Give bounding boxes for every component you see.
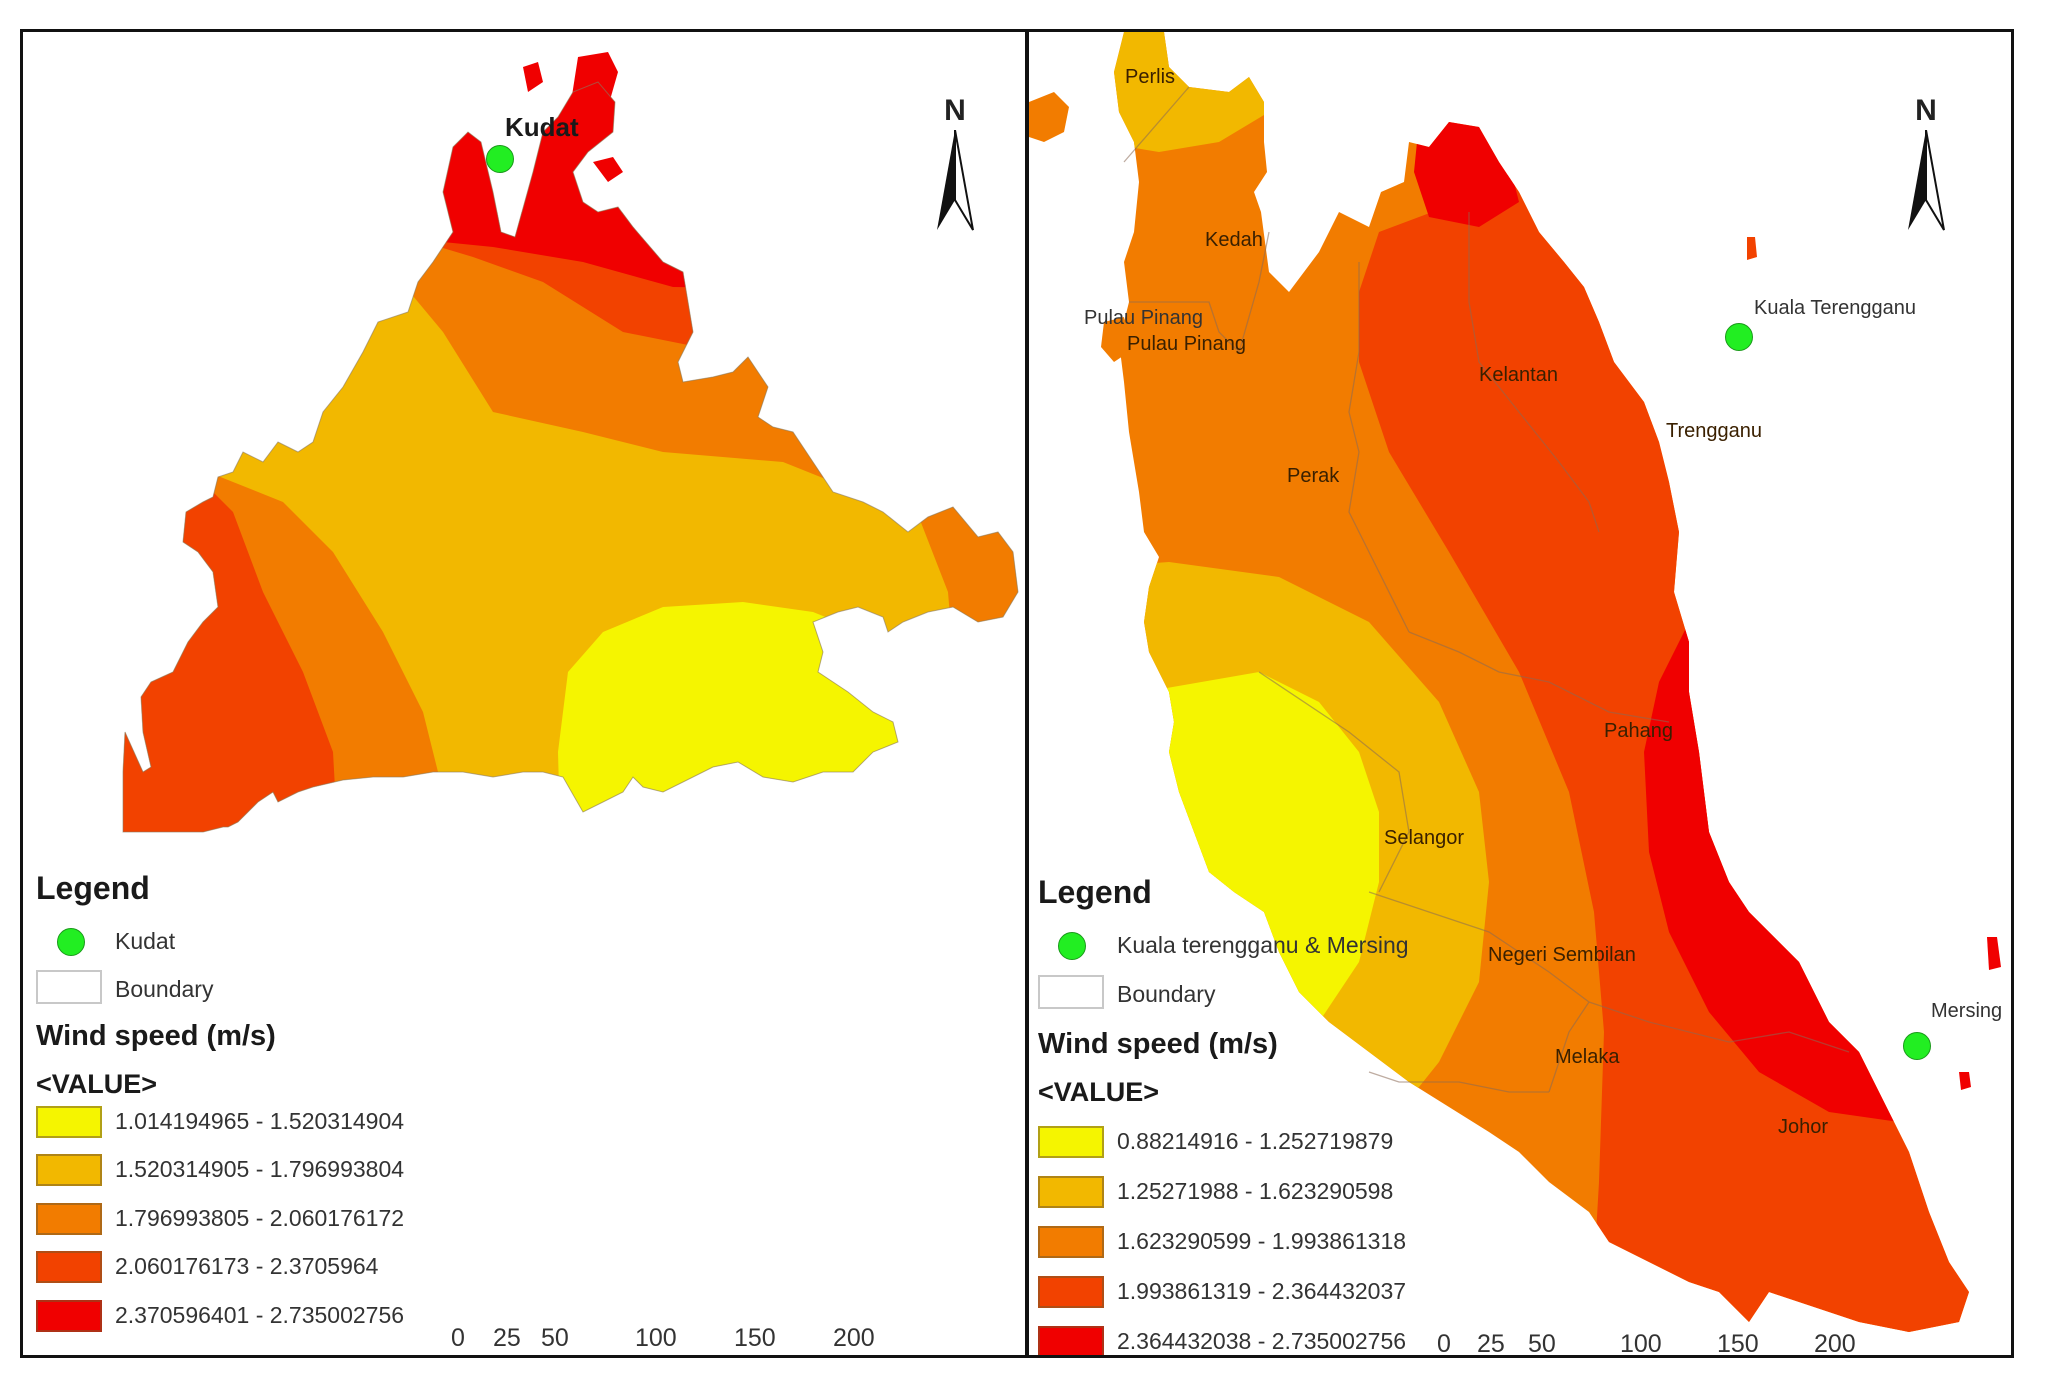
north-label: N: [1915, 94, 1937, 127]
station-label-mersing: Mersing: [1931, 1000, 2003, 1022]
station-marker-kuala-terengganu[interactable]: [1725, 323, 1753, 351]
scale-tick-100: 100: [635, 1324, 677, 1352]
legend-title: Legend: [1038, 874, 1152, 910]
legend-range-class4: 2.060176173 - 2.3705964: [115, 1253, 379, 1279]
legend-swatch-class3: [1038, 1226, 1104, 1258]
legend-swatch-class5: [36, 1300, 102, 1332]
north-arrow: N: [935, 94, 975, 234]
island-banggi: [571, 52, 618, 117]
island-small: [523, 62, 543, 92]
legend-range-class1: 1.014194965 - 1.520314904: [115, 1108, 405, 1134]
state-label-johor: Johor: [1778, 1116, 1829, 1138]
state-label-negeri-sembilan: Negeri Sembilan: [1488, 944, 1636, 966]
legend-swatch-class4: [1038, 1276, 1104, 1308]
zone-class5-north: [1414, 122, 1519, 227]
legend-field-title: Wind speed (m/s): [36, 1020, 276, 1052]
legend-range-class3: 1.796993805 - 2.060176172: [115, 1205, 405, 1231]
legend-value-header: <VALUE>: [36, 1069, 158, 1099]
legend-boundary-label: Boundary: [1117, 981, 1216, 1007]
left-map-panel: Kudat N Legend Kudat Boundary Wind speed…: [23, 32, 1025, 1355]
scale-tick-0: 0: [1437, 1330, 1451, 1355]
scale-tick-25: 25: [1477, 1330, 1505, 1355]
scale-tick-200: 200: [833, 1324, 875, 1352]
legend-swatch-class4: [36, 1251, 102, 1283]
legend-title: Legend: [36, 870, 150, 906]
legend-swatch-class5: [1038, 1326, 1104, 1355]
legend-boundary-label: Boundary: [115, 976, 214, 1002]
scale-tick-50: 50: [1528, 1330, 1556, 1355]
state-label-kedah: Kedah: [1205, 229, 1263, 251]
sabah-wind-map: [122, 52, 1019, 833]
scale-tick-150: 150: [1717, 1330, 1759, 1355]
station-marker-mersing[interactable]: [1903, 1032, 1931, 1060]
state-label-kelantan: Kelantan: [1479, 364, 1558, 386]
state-label-selangor: Selangor: [1384, 827, 1465, 849]
legend-swatch-class2: [1038, 1176, 1104, 1208]
right-map-panel: Perlis Kedah Pulau Pinang Pulau Pinang K…: [1029, 32, 2011, 1355]
legend-range-class2: 1.25271988 - 1.623290598: [1117, 1178, 1394, 1204]
scale-tick-200: 200: [1814, 1330, 1856, 1355]
scale-tick-25: 25: [493, 1324, 521, 1352]
island-small-2: [593, 157, 623, 182]
north-arrow-icon: [937, 130, 974, 231]
legend-boundary-swatch: [36, 970, 102, 1004]
legend-range-class4: 1.993861319 - 2.364432037: [1117, 1278, 1407, 1304]
island-langkawi: [1029, 92, 1069, 142]
sabah-coastline: [122, 81, 1019, 833]
state-boundaries: [1123, 86, 1850, 1093]
legend-station-marker: [57, 928, 85, 956]
legend-range-class2: 1.520314905 - 1.796993804: [115, 1156, 405, 1182]
legend-station-marker: [1058, 932, 1086, 960]
scale-tick-150: 150: [734, 1324, 776, 1352]
peninsular-wind-map: [1029, 32, 2001, 1332]
station-label-kuala-terengganu: Kuala Terengganu: [1754, 297, 1916, 319]
legend-range-class3: 1.623290599 - 1.993861318: [1117, 1228, 1407, 1254]
state-label-trengganu: Trengganu: [1666, 420, 1762, 442]
kudat-station-marker[interactable]: [486, 145, 514, 173]
north-arrow: N: [1906, 94, 1946, 234]
state-label-pulau-pinang-2: Pulau Pinang: [1127, 333, 1246, 355]
island-tioman: [1987, 937, 2001, 970]
state-label-perak: Perak: [1287, 465, 1340, 487]
legend-boundary-swatch: [1038, 975, 1104, 1009]
legend-field-title: Wind speed (m/s): [1038, 1028, 1278, 1060]
legend-swatch-class1: [36, 1106, 102, 1138]
legend-range-class5: 2.370596401 - 2.735002756: [115, 1302, 405, 1328]
legend-swatch-class2: [36, 1154, 102, 1186]
north-label: N: [944, 94, 966, 127]
island-penang: [1101, 317, 1129, 362]
scale-tick-100: 100: [1620, 1330, 1662, 1355]
island-redang: [1747, 237, 1757, 260]
island-small: [1959, 1072, 1971, 1090]
legend-range-class1: 0.88214916 - 1.252719879: [1117, 1128, 1394, 1154]
scale-tick-50: 50: [541, 1324, 569, 1352]
north-arrow-icon: [1908, 130, 1945, 231]
kudat-map-label: Kudat: [505, 112, 579, 142]
state-label-pahang: Pahang: [1604, 720, 1673, 742]
legend-range-class5: 2.364432038 - 2.735002756: [1117, 1328, 1407, 1354]
scale-tick-0: 0: [451, 1324, 465, 1352]
state-label-melaka: Melaka: [1555, 1046, 1620, 1068]
legend-swatch-class1: [1038, 1126, 1104, 1158]
panel-divider: [1025, 29, 1029, 1358]
legend-station-label: Kudat: [115, 928, 176, 954]
state-label-pulau-pinang-1: Pulau Pinang: [1084, 307, 1203, 329]
legend-swatch-class3: [36, 1203, 102, 1235]
state-label-perlis: Perlis: [1125, 66, 1176, 88]
figure-frame: [20, 29, 2014, 1358]
legend-value-header: <VALUE>: [1038, 1077, 1160, 1107]
zone-class1-southeast: [558, 602, 943, 832]
legend-station-label: Kuala terengganu & Mersing: [1117, 932, 1409, 958]
